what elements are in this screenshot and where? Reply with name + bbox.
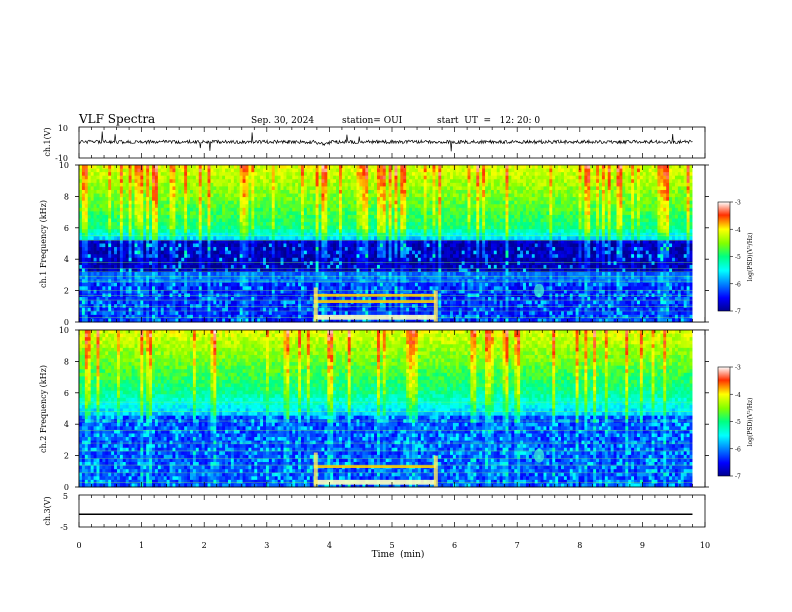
- colorbar-tick-label: -6: [735, 446, 741, 453]
- start-time-label: start UT = 12: 20: 0: [437, 116, 540, 126]
- time-tick-label: 0: [76, 541, 81, 550]
- spec1-ytick-label: 8: [64, 192, 69, 201]
- colorbar-tick-label: -7: [735, 474, 741, 481]
- ch3-ytick-top: 5: [63, 492, 68, 501]
- spec2-ytick-label: 8: [64, 357, 69, 366]
- colorbar-tick-label: -5: [735, 419, 741, 426]
- time-tick-label: 1: [139, 541, 144, 550]
- ch1-ytick-bottom: -10: [55, 154, 68, 163]
- spec1-ytick-label: 10: [59, 161, 69, 170]
- time-axis-tick-labels: 0 1 2 3 4 5 6 7 8 9 10: [76, 541, 710, 550]
- ch2-spectrogram-panel: 0 2 4 6 8 10 ch.2 Frequency (kHz): [39, 326, 709, 492]
- spec1-ytick-label: 4: [64, 255, 69, 264]
- spec2-ytick-label: 10: [59, 326, 69, 335]
- ch3-waveform-panel: 5 -5 ch.3(V): [43, 492, 706, 532]
- ch2-spectrogram-ylabel: ch.2 Frequency (kHz): [39, 365, 48, 453]
- time-tick-label: 6: [452, 541, 457, 550]
- colorbar-tick-label: -4: [735, 392, 741, 399]
- date-label: Sep. 30, 2024: [251, 116, 314, 126]
- spec2-ytick-label: 2: [64, 452, 69, 461]
- ch1-colorbar: -3 -4 -5 -6 -7 log(PSD)(V²/Hz): [717, 200, 754, 316]
- time-axis-label: Time (min): [372, 549, 425, 560]
- ch1-waveform-trace: [78, 131, 693, 152]
- ch1-colorbar-scale: [717, 201, 731, 312]
- ch1-spectrogram-image: [79, 165, 705, 323]
- time-tick-label: 4: [327, 541, 332, 550]
- ch2-colorbar: -3 -4 -5 -6 -7 log(PSD)(V²/Hz): [717, 365, 754, 481]
- spec1-ytick-label: 0: [64, 318, 69, 327]
- spec1-ytick-label: 2: [64, 287, 69, 296]
- station-label: station= OUI: [342, 116, 403, 126]
- time-tick-label: 9: [640, 541, 645, 550]
- time-tick-label: 10: [700, 541, 710, 550]
- spec2-ytick-label: 6: [64, 389, 69, 398]
- colorbar-tick-label: -5: [735, 254, 741, 261]
- figure-title: VLF Spectra: [78, 112, 155, 126]
- ch2-colorbar-scale: [717, 366, 731, 477]
- colorbar-tick-label: -3: [735, 200, 741, 207]
- time-axis-ticks: [78, 127, 706, 527]
- ch3-waveform-frame: [78, 494, 706, 528]
- time-tick-label: 3: [264, 541, 269, 550]
- ch1-waveform-ylabel: ch.1(V): [43, 127, 52, 156]
- time-tick-label: 7: [515, 541, 520, 550]
- time-tick-label: 2: [202, 541, 207, 550]
- time-tick-label: 8: [577, 541, 582, 550]
- ch1-spectrogram-ylabel-channel: ch.1 Frequency (kHz): [39, 200, 48, 288]
- ch1-ytick-top: 10: [58, 124, 68, 133]
- colorbar-tick-label: -3: [735, 365, 741, 372]
- ch3-waveform-ylabel: ch.3(V): [43, 496, 52, 525]
- time-tick-label: 5: [389, 541, 394, 550]
- spec1-ytick-label: 6: [64, 224, 69, 233]
- colorbar-tick-label: -6: [735, 281, 741, 288]
- ch2-colorbar-label: log(PSD)(V²/Hz): [747, 398, 754, 447]
- ch1-spectrogram-panel: 0 2 4 6 8 10 ch.1 Frequency (kHz): [39, 161, 709, 327]
- colorbar-tick-label: -4: [735, 227, 741, 234]
- colorbar-tick-label: -7: [735, 309, 741, 316]
- spec2-ytick-label: 0: [64, 483, 69, 492]
- ch3-ytick-bottom: -5: [60, 523, 68, 532]
- spec2-ytick-label: 4: [64, 420, 69, 429]
- ch1-colorbar-label: log(PSD)(V²/Hz): [747, 233, 754, 282]
- ch2-spectrogram-image: [79, 330, 705, 488]
- ch1-waveform-panel: 10 -10 ch.1(V): [43, 124, 706, 163]
